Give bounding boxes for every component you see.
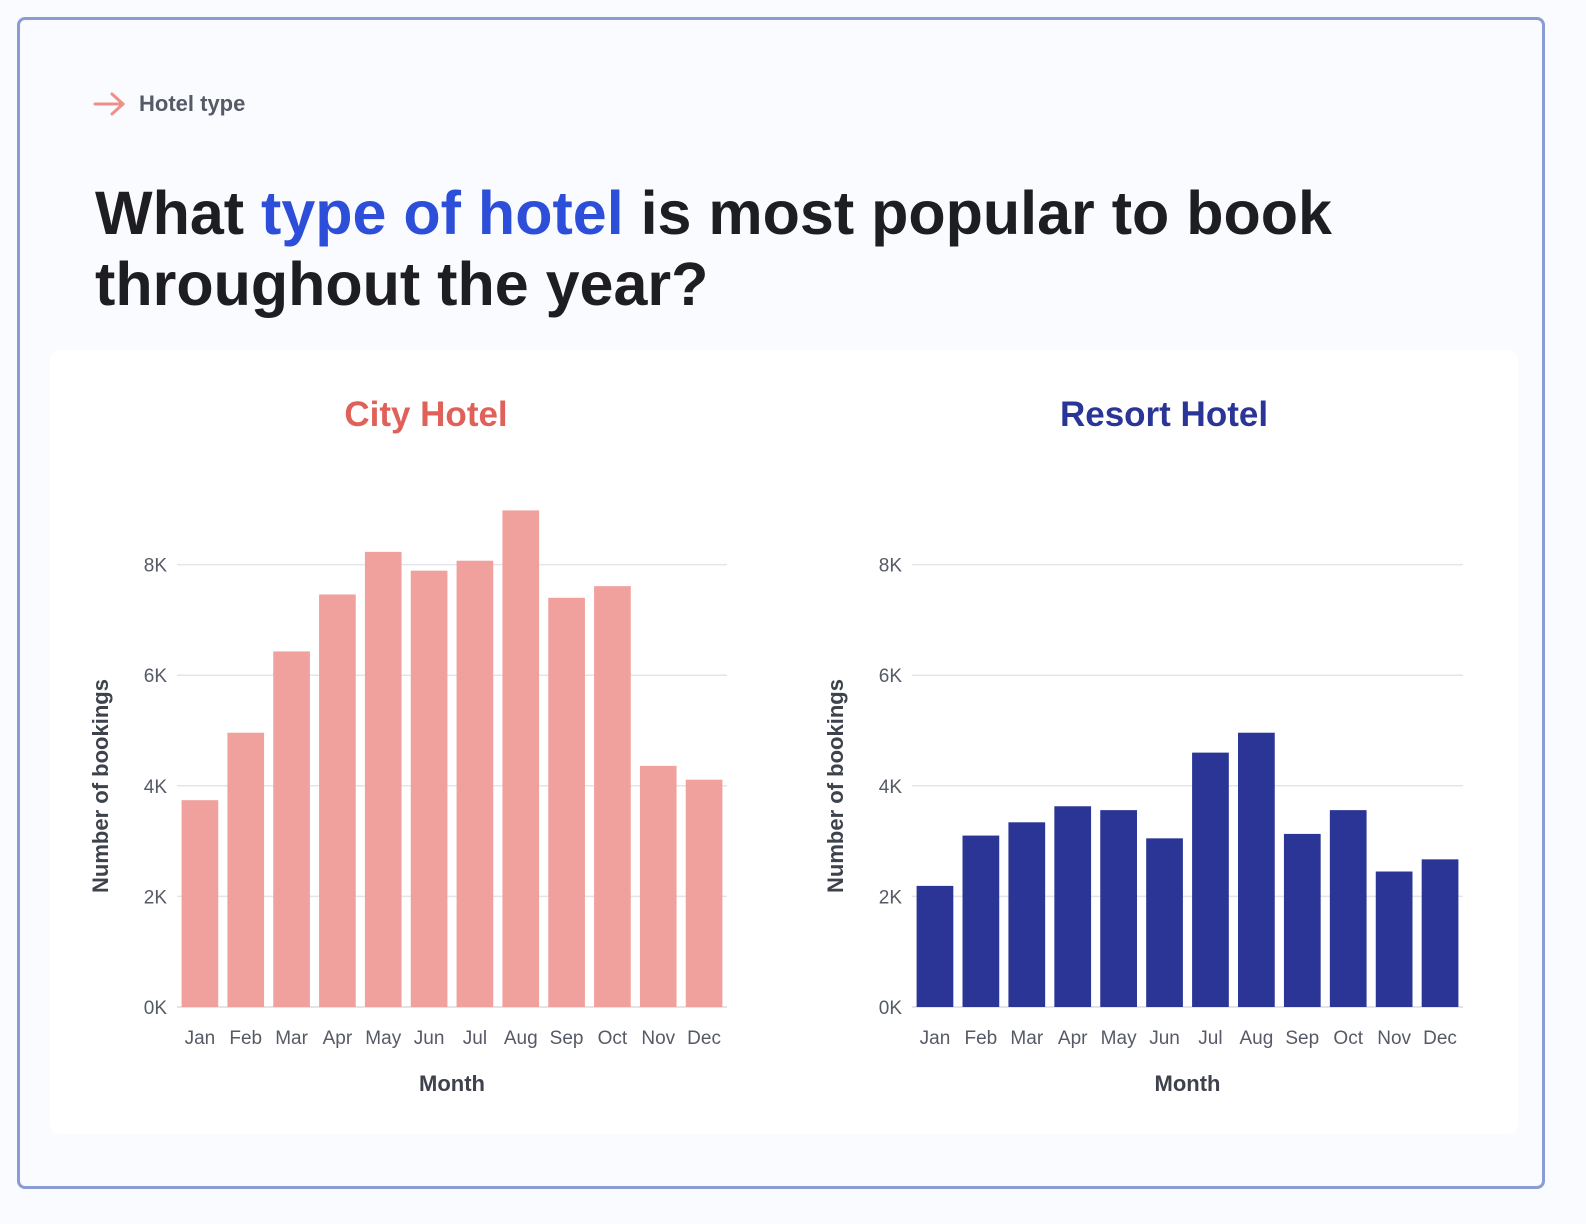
resort-x-tick-label: Feb (965, 1028, 998, 1049)
city-bar-jul (456, 560, 494, 1007)
city-bar-jun (410, 570, 448, 1007)
resort-x-tick-label: Dec (1423, 1028, 1457, 1049)
resort-x-tick-label: Jan (920, 1028, 951, 1049)
city-bar-dec (685, 779, 723, 1007)
city-hotel-chart: City Hotel 0K 2K 4K 6K 8K Jan Feb Mar Apr May Jun Ju… (88, 395, 727, 1096)
resort-bar-sep (1283, 833, 1321, 1007)
section-eyebrow: Hotel type (93, 86, 245, 122)
resort-y-tick-label: 6K (879, 666, 903, 687)
city-x-tick-label: Aug (504, 1028, 538, 1049)
title-highlight: type of hotel (261, 179, 624, 247)
city-bar-feb (227, 732, 265, 1007)
resort-bar-apr (1054, 806, 1092, 1007)
resort-y-tick-label: 2K (879, 887, 903, 908)
resort-y-axis-label: Number of bookings (823, 679, 848, 893)
city-y-tick-label: 4K (144, 777, 168, 798)
resort-x-tick-label: Aug (1239, 1028, 1273, 1049)
city-y-tick-label: 2K (144, 887, 168, 908)
city-bar-apr (319, 594, 356, 1007)
city-bar-nov (639, 765, 677, 1007)
city-x-tick-label: Mar (275, 1028, 308, 1049)
resort-y-tick-label: 4K (879, 777, 903, 798)
resort-x-tick-label: May (1101, 1028, 1137, 1049)
resort-x-axis-label: Month (1155, 1071, 1221, 1096)
title-part-1: What (95, 179, 262, 247)
city-y-axis-label: Number of bookings (88, 679, 113, 893)
city-y-tick-label: 0K (144, 998, 168, 1019)
resort-x-tick-label: Apr (1058, 1028, 1088, 1049)
city-bar-oct (594, 586, 631, 1007)
resort-bar-jul (1192, 752, 1229, 1007)
city-x-tick-label: Sep (550, 1028, 584, 1049)
resort-bar-jun (1146, 838, 1183, 1007)
city-x-tick-label: Jun (414, 1028, 445, 1049)
resort-y-tick-label: 0K (879, 998, 903, 1019)
resort-x-tick-label: Mar (1010, 1028, 1043, 1049)
city-y-tick-label: 6K (144, 666, 168, 687)
resort-x-tick-label: Oct (1333, 1028, 1363, 1049)
city-x-tick-label: Jul (463, 1028, 487, 1049)
resort-x-tick-label: Jun (1149, 1028, 1180, 1049)
resort-chart-title: Resort Hotel (1060, 395, 1268, 434)
city-x-axis-label: Month (419, 1071, 485, 1096)
city-x-tick-label: Feb (229, 1028, 262, 1049)
title-part-2: is most popular to book throughout the y… (95, 179, 1332, 318)
city-x-tick-label: Dec (687, 1028, 721, 1049)
city-chart-title: City Hotel (344, 395, 507, 434)
resort-bar-aug (1238, 732, 1275, 1007)
city-bar-aug (502, 510, 540, 1007)
resort-bar-feb (962, 835, 1000, 1007)
resort-x-tick-label: Nov (1377, 1028, 1411, 1049)
resort-hotel-chart: Resort Hotel 0K 2K 4K 6K 8K Jan Feb Mar Apr May Jun… (823, 395, 1463, 1096)
city-bar-jan (181, 800, 219, 1007)
resort-bar-jan (916, 885, 954, 1007)
resort-bar-dec (1421, 859, 1459, 1007)
city-x-tick-label: Oct (598, 1028, 628, 1049)
city-x-tick-label: Apr (323, 1028, 353, 1049)
city-x-tick-label: Nov (641, 1028, 675, 1049)
resort-x-tick-label: Jul (1198, 1028, 1222, 1049)
resort-y-tick-label: 8K (879, 556, 903, 577)
city-y-tick-label: 8K (144, 556, 168, 577)
page-title: What type of hotel is most popular to bo… (95, 178, 1425, 320)
resort-x-tick-label: Sep (1285, 1028, 1319, 1049)
resort-bar-mar (1008, 822, 1046, 1007)
city-x-tick-label: May (365, 1028, 401, 1049)
resort-bar-oct (1329, 810, 1367, 1007)
city-bar-may (364, 551, 402, 1007)
eyebrow-label: Hotel type (139, 91, 246, 116)
city-bar-mar (273, 651, 310, 1007)
city-bar-sep (548, 597, 585, 1007)
resort-bar-nov (1375, 871, 1413, 1007)
resort-bar-may (1100, 810, 1137, 1007)
arrow-right-icon (93, 92, 125, 116)
city-x-tick-label: Jan (185, 1028, 216, 1049)
